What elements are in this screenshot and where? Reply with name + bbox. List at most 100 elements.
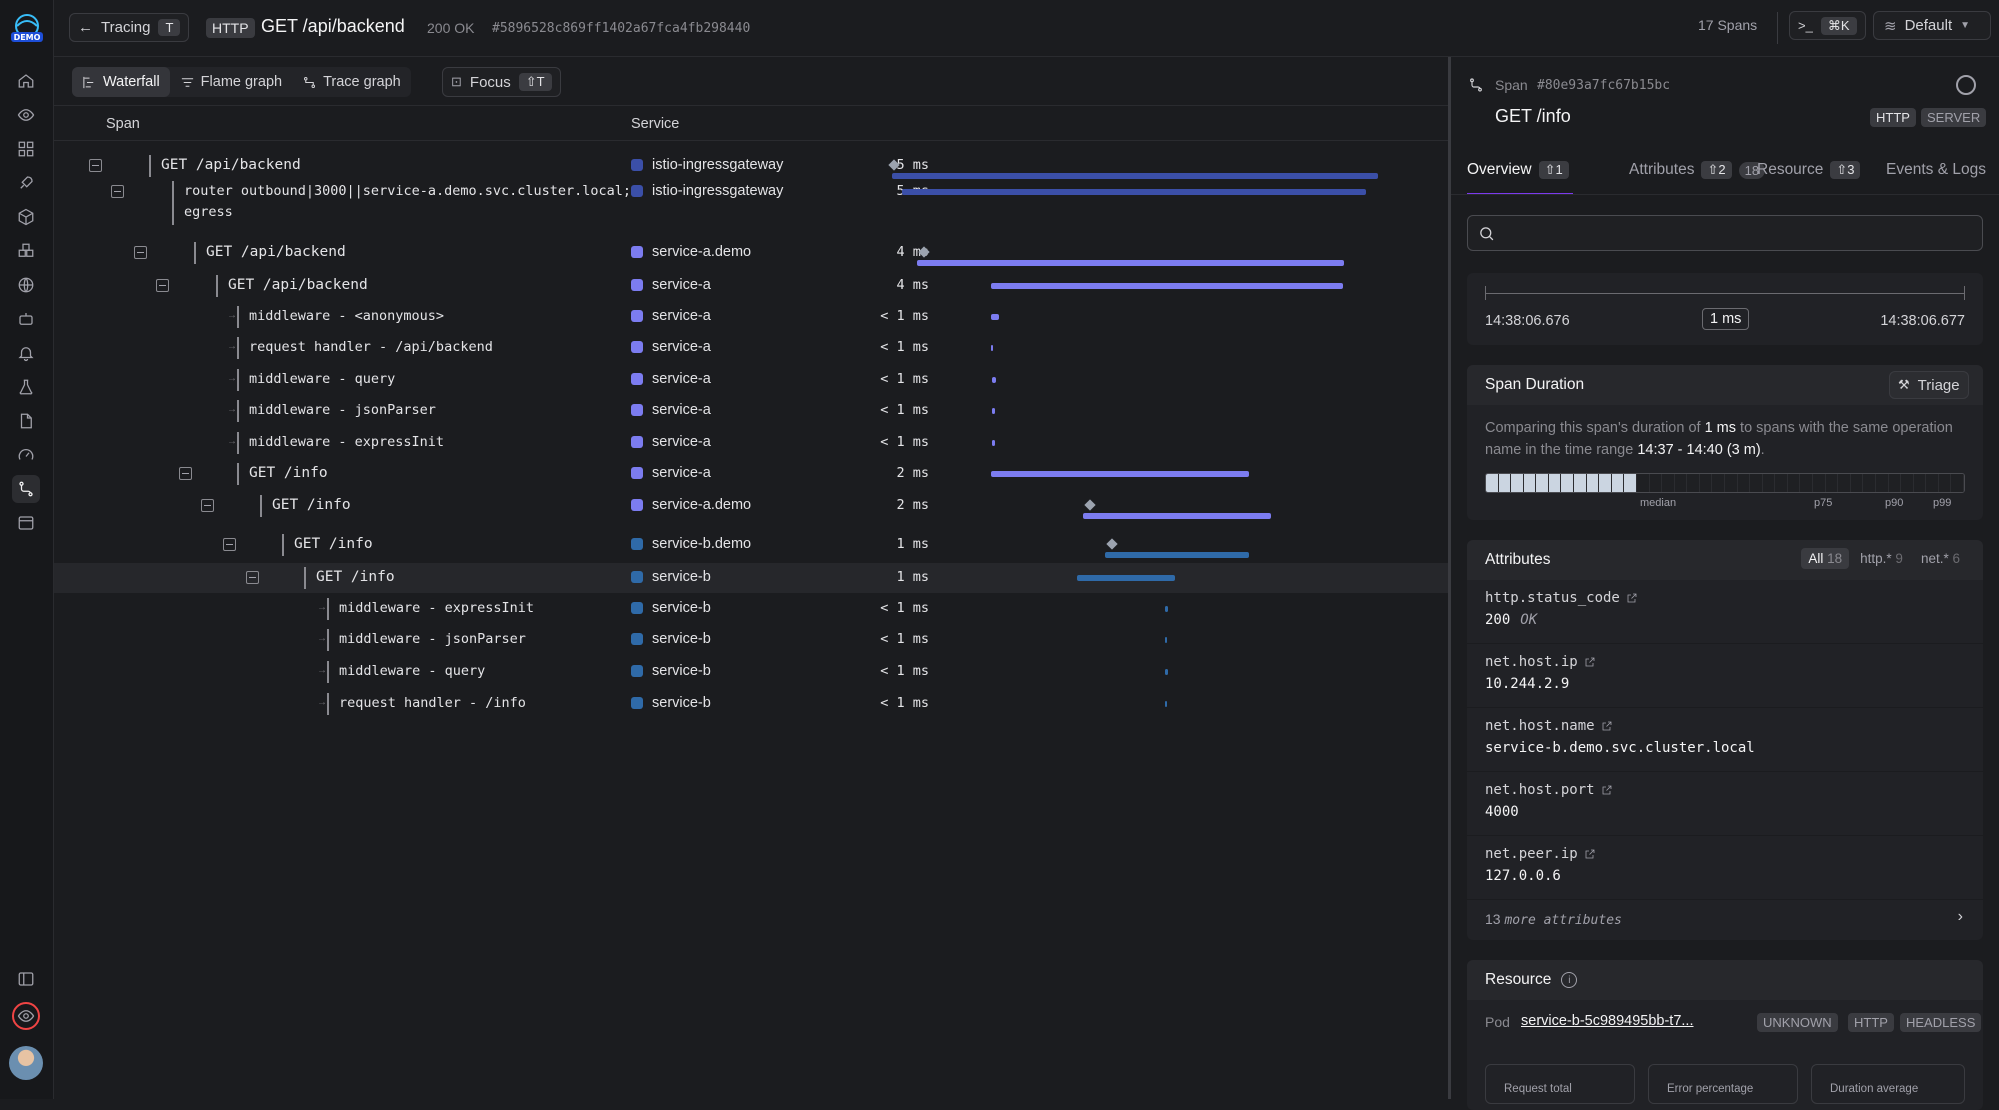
panel-resize-handle[interactable] xyxy=(1448,57,1451,1099)
span-timeline-bar[interactable] xyxy=(902,189,1366,195)
home-icon[interactable] xyxy=(15,70,37,92)
tracing-icon[interactable] xyxy=(12,475,40,503)
file-icon[interactable] xyxy=(15,410,37,432)
collapse-toggle[interactable] xyxy=(179,467,192,480)
command-palette-button[interactable]: >_ ⌘K xyxy=(1789,11,1866,40)
focus-button[interactable]: ⊡ Focus ⇧T xyxy=(442,67,561,97)
browser-icon[interactable] xyxy=(15,512,37,534)
tab-attributes[interactable]: Attributes ⇧2 18 xyxy=(1629,161,1766,179)
span-timeline-bar[interactable] xyxy=(1165,606,1168,612)
span-timeline-bar[interactable] xyxy=(991,283,1343,289)
span-timeline-bar[interactable] xyxy=(991,471,1249,477)
span-timeline-bar[interactable] xyxy=(1105,552,1249,558)
attribute-row[interactable]: net.host.port 4000 xyxy=(1467,772,1983,836)
tab-events-logs[interactable]: Events & Logs xyxy=(1886,161,1986,179)
span-timeline-bar[interactable] xyxy=(992,377,996,383)
sidebar-toggle-icon[interactable] xyxy=(15,968,37,990)
span-timeline-bar[interactable] xyxy=(1077,575,1175,581)
attribute-row[interactable]: net.peer.ip 127.0.0.6 xyxy=(1467,836,1983,900)
collapse-toggle[interactable] xyxy=(246,571,259,584)
status-eye-icon[interactable] xyxy=(12,1002,40,1030)
rocket-icon[interactable] xyxy=(15,172,37,194)
span-timeline-bar[interactable] xyxy=(991,314,999,320)
dashboard-icon[interactable] xyxy=(15,138,37,160)
span-row[interactable]: GET /api/backend istio-ingressgateway 5 ms xyxy=(54,150,1450,182)
span-timeline-bar[interactable] xyxy=(1165,637,1167,643)
collapse-toggle[interactable] xyxy=(156,279,169,292)
filter-http[interactable]: http.* 9 xyxy=(1860,551,1903,566)
span-timeline-bar[interactable] xyxy=(917,260,1344,266)
span-timeline-bar[interactable] xyxy=(992,440,995,446)
external-link-icon[interactable] xyxy=(1584,656,1596,668)
collapse-toggle[interactable] xyxy=(134,246,147,259)
blocks-icon[interactable] xyxy=(15,240,37,262)
bell-icon[interactable] xyxy=(15,342,37,364)
trace-id[interactable]: #5896528c869ff1402a67fca4fb298440 xyxy=(492,21,751,36)
span-row[interactable]: GET /api/backend service-a.demo 4 ms xyxy=(54,237,1450,269)
search-input[interactable] xyxy=(1504,220,1974,246)
demo-logo[interactable]: DEMO xyxy=(8,12,46,44)
attribute-row[interactable]: http.status_code 200 OK xyxy=(1467,580,1983,644)
p90-label: p90 xyxy=(1885,497,1904,509)
span-row[interactable]: GET /info service-a.demo 2 ms xyxy=(54,491,1450,521)
external-link-icon[interactable] xyxy=(1626,592,1638,604)
gauge-icon[interactable] xyxy=(15,444,37,466)
collapse-toggle[interactable] xyxy=(89,159,102,172)
span-event-marker[interactable] xyxy=(1084,499,1096,511)
span-timeline-bar[interactable] xyxy=(1083,513,1271,519)
tab-overview[interactable]: Overview ⇧1 xyxy=(1467,161,1569,179)
filter-all[interactable]: All 18 xyxy=(1801,548,1850,569)
span-event-marker[interactable] xyxy=(1106,538,1118,550)
span-row[interactable]: → request handler - /info service-b < 1 ms xyxy=(54,689,1450,719)
cube-icon[interactable] xyxy=(15,206,37,228)
service-column-header[interactable]: Service xyxy=(631,116,680,132)
attribute-row[interactable]: net.host.name service-b.demo.svc.cluster.… xyxy=(1467,708,1983,772)
span-row[interactable]: GET /info service-b.demo 1 ms xyxy=(54,527,1450,563)
span-row[interactable]: → middleware - expressInit service-a < 1 ms xyxy=(54,428,1450,458)
robot-icon[interactable] xyxy=(15,308,37,330)
span-row[interactable]: → middleware - query service-b < 1 ms xyxy=(54,657,1450,687)
span-row[interactable]: router outbound|3000||service-a.demo.svc… xyxy=(54,178,1450,238)
observe-icon[interactable] xyxy=(15,104,37,126)
span-row[interactable]: → request handler - /api/backend service-a… xyxy=(54,333,1450,363)
span-row[interactable]: GET /info service-a 2 ms xyxy=(54,459,1450,489)
attribute-row[interactable]: net.host.ip 10.244.2.9 xyxy=(1467,644,1983,708)
collapse-toggle[interactable] xyxy=(201,499,214,512)
span-timeline-bar[interactable] xyxy=(1165,669,1168,675)
collapse-toggle[interactable] xyxy=(223,538,236,551)
external-link-icon[interactable] xyxy=(1601,784,1613,796)
pod-link[interactable]: service-b-5c989495bb-t7... xyxy=(1521,1013,1694,1029)
span-row[interactable]: → middleware - jsonParser service-b < 1 ms xyxy=(54,625,1450,655)
chevron-right-icon[interactable]: › xyxy=(1957,908,1963,925)
span-row[interactable]: → middleware - expressInit service-b < 1 ms xyxy=(54,594,1450,624)
span-timeline-bar[interactable] xyxy=(892,173,1378,179)
environment-select[interactable]: ≋ Default ▼ xyxy=(1873,11,1991,40)
span-timeline-bar[interactable] xyxy=(992,408,995,414)
external-link-icon[interactable] xyxy=(1601,720,1613,732)
collapse-toggle[interactable] xyxy=(111,185,124,198)
tab-waterfall[interactable]: Waterfall xyxy=(72,67,170,97)
tab-flame-graph[interactable]: Flame graph xyxy=(170,67,292,97)
attribute-search[interactable] xyxy=(1467,215,1983,251)
filter-net[interactable]: net.* 6 xyxy=(1920,551,1960,566)
external-link-icon[interactable] xyxy=(1584,848,1596,860)
span-row[interactable]: GET /api/backend service-a 4 ms xyxy=(54,271,1450,301)
tab-trace-graph[interactable]: Trace graph xyxy=(292,67,411,97)
info-icon[interactable]: i xyxy=(1561,972,1578,988)
observe-span-icon[interactable] xyxy=(1956,75,1976,95)
more-attributes-row[interactable]: 13 more attributes xyxy=(1485,911,1622,928)
span-row[interactable]: → middleware - <anonymous> service-a < 1 ms xyxy=(54,302,1450,332)
span-id[interactable]: #80e93a7fc67b15bc xyxy=(1537,78,1671,93)
span-row[interactable]: GET /info service-b 1 ms xyxy=(54,563,1450,593)
span-row[interactable]: → middleware - query service-a < 1 ms xyxy=(54,365,1450,395)
triage-button[interactable]: ⚒ Triage xyxy=(1889,371,1969,399)
avatar[interactable] xyxy=(9,1046,43,1080)
back-to-tracing-button[interactable]: ← Tracing T xyxy=(69,13,190,42)
span-row[interactable]: → middleware - jsonParser service-a < 1 ms xyxy=(54,396,1450,426)
flask-icon[interactable] xyxy=(15,376,37,398)
span-timeline-bar[interactable] xyxy=(1165,701,1167,707)
tab-resource[interactable]: Resource ⇧3 xyxy=(1757,161,1861,179)
globe-icon[interactable] xyxy=(15,274,37,296)
span-timeline-bar[interactable] xyxy=(991,345,993,351)
span-column-header[interactable]: Span xyxy=(106,116,140,132)
